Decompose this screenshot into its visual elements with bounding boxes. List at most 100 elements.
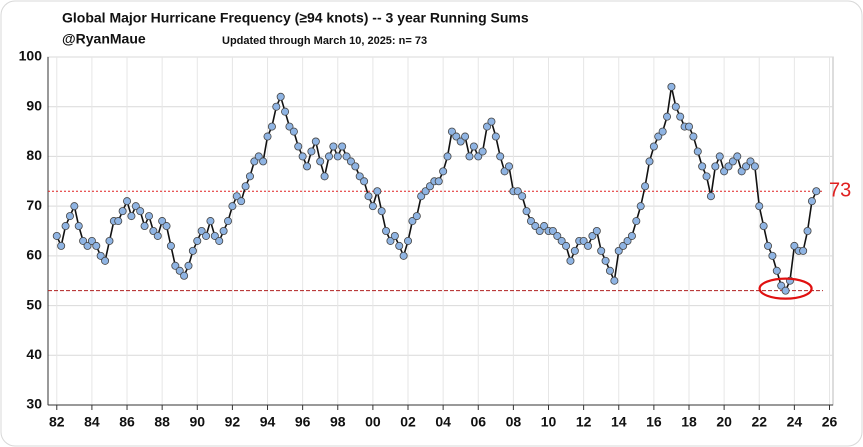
data-point [382, 226, 391, 235]
data-point [408, 217, 417, 226]
data-point [65, 212, 74, 221]
data-point [768, 251, 777, 260]
data-point [566, 256, 575, 265]
data-point [245, 172, 254, 181]
data-point [553, 231, 562, 240]
y-tick-label: 90 [26, 97, 42, 113]
data-point [663, 112, 672, 121]
data-point [171, 261, 180, 270]
data-point [597, 246, 606, 255]
data-point [474, 152, 483, 161]
data-point [518, 192, 527, 201]
data-point [491, 132, 500, 141]
data-point [469, 142, 478, 151]
y-tick-label: 70 [26, 197, 42, 213]
y-tick-label: 50 [26, 296, 42, 312]
data-point [456, 137, 465, 146]
data-point [504, 162, 513, 171]
data-point [184, 261, 193, 270]
data-point [632, 217, 641, 226]
data-point [83, 241, 92, 250]
data-point [320, 172, 329, 181]
data-point [373, 187, 382, 196]
data-point [465, 152, 474, 161]
chart-subtitle: @RyanMaue [62, 31, 146, 47]
data-point [140, 222, 149, 231]
data-point [202, 231, 211, 240]
data-point [364, 192, 373, 201]
data-point [750, 162, 759, 171]
data-point [206, 217, 215, 226]
data-point [676, 112, 685, 121]
data-point [654, 132, 663, 141]
data-point [584, 241, 593, 250]
data-point [759, 222, 768, 231]
data-point [404, 236, 413, 245]
data-point [224, 217, 233, 226]
data-point [79, 236, 88, 245]
data-point [619, 241, 628, 250]
plot-area [47, 56, 834, 406]
data-point [772, 266, 781, 275]
data-point [263, 132, 272, 141]
data-point [346, 157, 355, 166]
data-point [443, 152, 452, 161]
y-tick-label: 40 [26, 346, 42, 362]
data-point [412, 212, 421, 221]
x-tick-label: 82 [49, 414, 65, 430]
data-point [799, 246, 808, 255]
data-point [136, 207, 145, 216]
data-point [272, 102, 281, 111]
data-point [228, 202, 237, 211]
data-point [118, 207, 127, 216]
data-point [742, 162, 751, 171]
data-point [636, 202, 645, 211]
x-tick-label: 12 [576, 414, 592, 430]
x-tick-label: 90 [189, 414, 205, 430]
data-point [166, 241, 175, 250]
data-point [395, 241, 404, 250]
data-point [592, 226, 601, 235]
data-point [570, 246, 579, 255]
data-point [605, 266, 614, 275]
data-point [483, 122, 492, 131]
data-point [197, 226, 206, 235]
data-point [803, 226, 812, 235]
data-point [307, 147, 316, 156]
data-point [254, 152, 263, 161]
data-point [531, 222, 540, 231]
data-point [671, 102, 680, 111]
data-point [237, 197, 246, 206]
data-point [175, 266, 184, 275]
data-point [70, 202, 79, 211]
data-point [417, 192, 426, 201]
x-tick-label: 18 [681, 414, 697, 430]
data-point [645, 157, 654, 166]
data-point [324, 152, 333, 161]
x-tick-label: 14 [611, 414, 627, 430]
data-point [658, 127, 667, 136]
x-tick-label: 10 [541, 414, 557, 430]
data-point [219, 226, 228, 235]
data-point [540, 222, 549, 231]
chart-note: Updated through March 10, 2025: n= 73 [222, 35, 427, 47]
data-point [267, 122, 276, 131]
data-point [496, 152, 505, 161]
data-point [123, 197, 132, 206]
data-point [728, 157, 737, 166]
x-tick-label: 92 [225, 414, 241, 430]
data-point [259, 157, 268, 166]
data-point [579, 236, 588, 245]
data-point [764, 241, 773, 250]
data-point [241, 182, 250, 191]
y-tick-label: 60 [26, 247, 42, 263]
data-point [342, 152, 351, 161]
data-point [649, 142, 658, 151]
data-point [285, 122, 294, 131]
data-point [377, 207, 386, 216]
x-tick-label: 08 [506, 414, 522, 430]
data-point [386, 236, 395, 245]
data-point [215, 236, 224, 245]
data-point [535, 226, 544, 235]
data-point [623, 236, 632, 245]
